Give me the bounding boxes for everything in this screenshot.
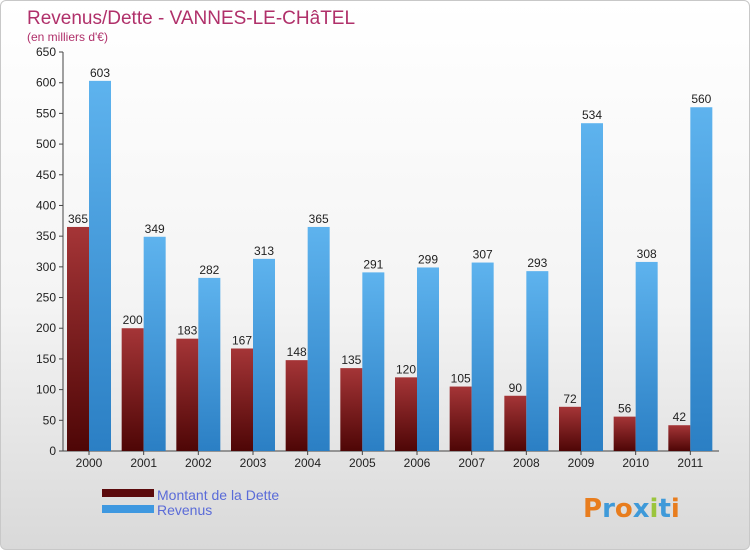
legend: Montant de la Dette Revenus xyxy=(102,487,279,518)
data-label-debt: 365 xyxy=(68,212,88,226)
x-tick-label: 2009 xyxy=(568,456,595,470)
axes: 0 50 100 150 200 250 300 350 400 450 500 550 600 650 2… xyxy=(36,45,719,470)
x-tick-label: 2005 xyxy=(349,456,376,470)
x-tick-label: 2004 xyxy=(294,456,321,470)
y-tick-label: 600 xyxy=(36,76,56,90)
bar-revenus xyxy=(526,271,549,451)
y-tick-label: 200 xyxy=(36,321,56,335)
data-label-debt: 56 xyxy=(618,402,632,416)
data-label-revenus: 307 xyxy=(473,248,493,262)
bar-revenus xyxy=(198,277,221,451)
y-tick-label: 100 xyxy=(36,383,56,397)
bar-debt xyxy=(231,348,253,451)
logo-letter: i xyxy=(650,494,659,524)
y-tick-label: 150 xyxy=(36,352,56,366)
y-tick-label: 250 xyxy=(36,291,56,305)
data-label-debt: 200 xyxy=(123,313,143,327)
bar-debt xyxy=(176,338,199,451)
chart-title: Revenus/Dette - VANNES-LE-CHâTEL xyxy=(27,8,355,29)
y-tick-label: 400 xyxy=(36,198,56,212)
logo-letter: x xyxy=(633,494,650,524)
data-label-debt: 183 xyxy=(177,324,197,338)
x-tick-label: 2008 xyxy=(513,456,540,470)
legend-label-debt: Montant de la Dette xyxy=(157,487,279,503)
data-label-revenus: 534 xyxy=(582,108,602,122)
bar-revenus xyxy=(89,80,111,451)
logo-letter: r xyxy=(602,494,615,524)
bar-debt xyxy=(449,386,472,451)
bar-revenus xyxy=(471,262,494,451)
y-tick-label: 300 xyxy=(36,260,56,274)
bar-revenus xyxy=(143,236,166,451)
data-label-revenus: 293 xyxy=(527,256,547,270)
y-tick-label: 50 xyxy=(43,413,57,427)
data-label-revenus: 282 xyxy=(199,263,219,277)
y-tick-label: 500 xyxy=(36,137,56,151)
bar-debt xyxy=(613,416,636,451)
bar-debt xyxy=(559,406,581,451)
bar-revenus xyxy=(307,226,330,451)
x-tick-label: 2011 xyxy=(677,456,703,470)
bar-revenus xyxy=(635,261,658,451)
logo-letter: t xyxy=(658,494,670,524)
data-label-debt: 90 xyxy=(509,381,523,395)
bar-revenus xyxy=(417,267,439,451)
data-label-revenus: 299 xyxy=(418,252,438,266)
data-label-debt: 72 xyxy=(563,392,577,406)
logo-letter: P xyxy=(583,494,602,524)
data-label-debt: 42 xyxy=(673,410,687,424)
bar-revenus xyxy=(581,123,603,452)
x-tick-label: 2010 xyxy=(622,456,649,470)
data-label-debt: 148 xyxy=(287,345,307,359)
bar-debt xyxy=(121,328,144,451)
data-label-revenus: 313 xyxy=(254,244,274,258)
y-tick-label: 450 xyxy=(36,168,56,182)
bar-revenus xyxy=(362,272,385,451)
data-label-debt: 135 xyxy=(341,353,361,367)
x-tick-label: 2000 xyxy=(76,456,103,470)
data-label-revenus: 603 xyxy=(90,66,110,80)
x-tick-label: 2003 xyxy=(240,456,267,470)
legend-swatch-revenus xyxy=(102,505,154,513)
bar-debt xyxy=(395,377,417,451)
data-label-revenus: 560 xyxy=(691,92,711,106)
data-label-revenus: 291 xyxy=(363,257,383,271)
bar-revenus xyxy=(253,258,275,451)
bar-debt xyxy=(668,425,691,451)
bar-debt xyxy=(67,226,89,451)
data-label-revenus: 349 xyxy=(145,222,165,236)
x-tick-label: 2001 xyxy=(130,456,157,470)
y-tick-label: 350 xyxy=(36,229,56,243)
chart-subtitle: (en milliers d'€) xyxy=(27,30,108,44)
data-label-revenus: 308 xyxy=(637,247,657,261)
legend-swatch-debt xyxy=(102,489,154,497)
logo-letter: o xyxy=(615,494,633,524)
data-label-debt: 167 xyxy=(232,333,252,347)
x-tick-label: 2006 xyxy=(404,456,431,470)
bar-debt xyxy=(285,360,308,451)
bar-debt xyxy=(340,368,363,451)
x-tick-label: 2002 xyxy=(185,456,212,470)
legend-label-revenus: Revenus xyxy=(157,502,212,518)
y-tick-label: 550 xyxy=(36,106,56,120)
y-tick-label: 0 xyxy=(49,444,56,458)
data-label-debt: 120 xyxy=(396,362,416,376)
bar-debt xyxy=(504,395,527,451)
data-label-revenus: 365 xyxy=(309,212,329,226)
bar-revenus xyxy=(690,107,713,451)
proxiti-logo: Proxiti xyxy=(583,494,680,524)
y-tick-label: 650 xyxy=(36,45,56,59)
data-label-debt: 105 xyxy=(451,372,471,386)
logo-letter: i xyxy=(671,494,680,524)
x-tick-label: 2007 xyxy=(458,456,485,470)
bars: 365 603 200 349 183 282 167 313 148 365 135 291 120 2… xyxy=(67,66,713,452)
